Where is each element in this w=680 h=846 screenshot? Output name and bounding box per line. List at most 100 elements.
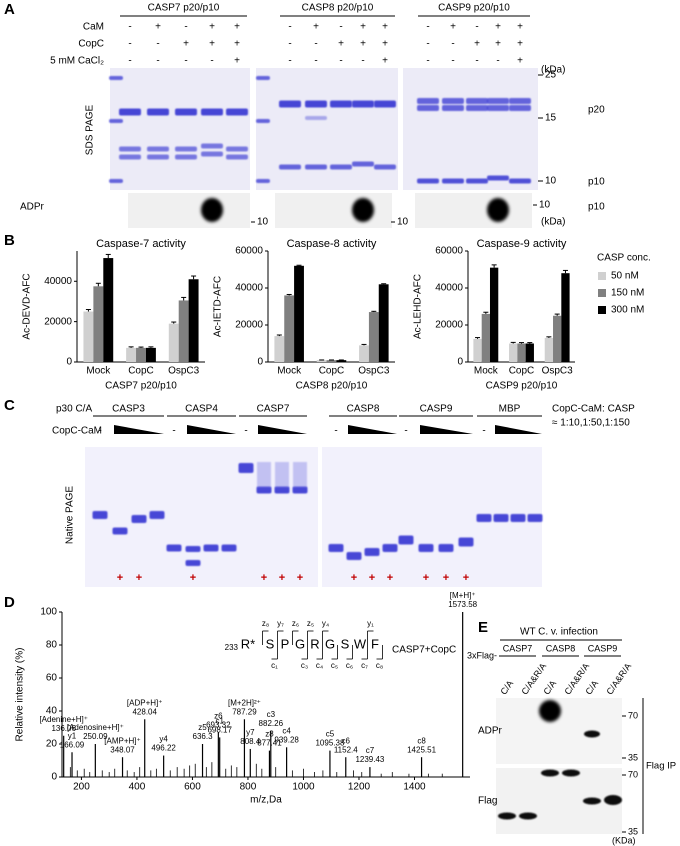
peak-mz: 1152.4 [334,745,358,754]
gel-band [201,108,223,116]
gel-band [292,486,308,494]
sample-label: CASP7+CopC [392,645,456,656]
lane-sign: - [334,426,337,437]
y-tick-label: 60000 [235,246,263,257]
gel-band [493,514,509,522]
peak-name: [M+H]⁺ [450,591,476,600]
lane-group-header: CASP8 [546,643,576,653]
y-axis-label: Ac-DEVD-AFC [22,273,33,339]
peak-name: c3 [267,710,276,719]
titration-wedge [348,425,397,434]
gel-band [279,100,301,108]
chart-title: Caspase-9 activity [477,238,567,250]
fragment-ion: z₆ [292,619,299,628]
row-label: p30 C/A [56,404,92,415]
bar [509,343,518,362]
lane-label: C/A [498,678,515,696]
titration-wedge [114,425,164,434]
peak-mz: 1573.58 [448,600,477,609]
lane-sign: + [183,39,189,50]
lane-sign: - [128,22,131,33]
titration-wedge [420,425,473,434]
bar [544,337,554,362]
peak-name: z5 [198,723,207,732]
peak-mz: 1239.43 [355,755,384,764]
fragment-ion: c₇ [361,661,368,670]
lane-sign: - [128,39,131,50]
lane-sign: + [360,39,366,50]
gel-band [256,179,270,183]
gel-band [256,119,270,123]
bar [178,300,189,362]
row-label: CopC-CaM [52,426,102,437]
gel-band [509,98,531,104]
lane-sign: + [313,22,319,33]
result-mark: + [279,572,285,584]
y-axis-label: Relative intensity (%) [15,648,26,742]
marker-label: 25 [545,70,557,81]
panel-label: A [4,1,15,18]
gel-band [274,486,290,494]
blot-signal [604,795,622,805]
blot-signal [562,769,580,777]
group-label: CASP9 p20/p10 [486,381,558,392]
peak-mz: 250.09 [83,732,108,741]
result-mark: + [351,572,357,584]
lane-sign: - [210,56,213,67]
gel-band [175,154,197,160]
panel-title: WT C. v. infection [520,627,598,638]
gel-band [203,544,219,552]
panel-label: C [4,397,15,414]
legend-title: CASP conc. [597,253,651,264]
fragment-ion: y₄ [322,619,329,628]
gel-band [119,146,141,152]
marker-label: 10 [257,217,269,228]
lane-sign: - [496,56,499,67]
marker-label: 70 [628,769,638,779]
bar [188,279,199,362]
lane-sign: + [517,56,523,67]
x-tick-label: CopC [128,366,154,377]
fragment-ion: c₈ [376,661,383,670]
blot [128,193,250,228]
peak-mz: 636.3 [193,732,214,741]
lane-sign: - [288,22,291,33]
marker-label: 10 [539,200,551,211]
gel-band [226,108,248,116]
blot-signal [201,198,223,222]
gel-band [510,514,526,522]
blot-signal [541,769,559,777]
y-tick-label: 40000 [44,276,72,287]
band-label: p10 [588,177,605,188]
x-tick-label: OspC3 [542,366,574,377]
gel-band [509,178,531,184]
fragment-ion: z₅ [307,619,314,628]
blot-signal [498,812,516,820]
lane-sign: - [451,39,454,50]
lane-group-header: CASP9 [588,643,618,653]
peak-mz: 808.4 [240,737,261,746]
marker-label: 10 [397,217,409,228]
sequence-residue: P [281,636,290,651]
y-tick-label: 20000 [235,320,263,331]
bar [378,284,389,362]
legend-swatch [598,306,606,314]
gel-band [442,98,464,104]
lane-sign: - [184,56,187,67]
x-tick-label: 1400 [403,782,426,793]
bar [284,295,295,362]
gel-band [352,100,374,108]
gel-band [527,514,543,522]
gel-band [147,108,169,116]
result-mark: + [443,572,449,584]
x-tick-label: 200 [73,782,90,793]
bar [274,336,285,362]
lane-sign: + [382,39,388,50]
sds-gel [403,68,538,190]
peak-name: [Adenosine+H]⁺ [67,723,124,732]
result-mark: + [136,572,142,584]
gel-band [147,154,169,160]
panel-label: E [478,619,488,636]
lane-sign: + [155,22,161,33]
legend-label: 50 nM [611,271,639,282]
